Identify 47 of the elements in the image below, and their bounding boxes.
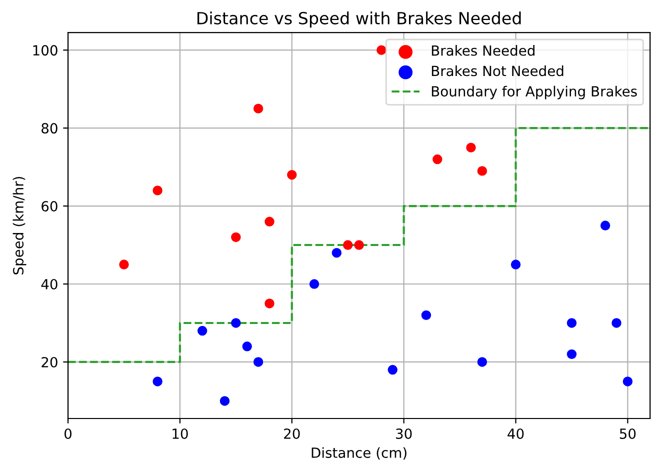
point [388, 364, 398, 375]
point [432, 154, 442, 164]
point [253, 357, 264, 367]
point [264, 216, 274, 226]
y-tick-label: 60 [42, 201, 58, 212]
legend-label: Brakes Not Needed [432, 65, 564, 76]
point [612, 318, 622, 328]
y-axis-title: Speed (km/hr) [12, 176, 26, 274]
x-tick-label: 50 [620, 428, 636, 439]
point [231, 318, 241, 328]
point [566, 318, 577, 328]
point [354, 240, 364, 250]
x-axis-title: Distance (cm) [312, 447, 406, 460]
point [376, 45, 386, 55]
point [152, 376, 162, 386]
x-tick-label: 30 [396, 428, 412, 439]
point [197, 326, 208, 336]
x-tick-label: 40 [508, 428, 524, 439]
chart-title: Distance vs Speed with Brakes Needed [197, 12, 521, 28]
y-tick-label: 80 [42, 123, 58, 134]
point [119, 260, 129, 270]
point [253, 104, 264, 114]
point [466, 142, 476, 152]
point [220, 396, 230, 406]
point [510, 260, 521, 270]
legend-label: Brakes Needed [432, 45, 534, 56]
point [242, 342, 252, 352]
point [309, 279, 320, 289]
y-tick-label: 20 [42, 356, 58, 368]
point [477, 357, 488, 367]
x-tick-label: 0 [64, 428, 72, 439]
x-tick-label: 20 [284, 428, 300, 439]
y-tick-label: 100 [33, 45, 58, 56]
point [152, 186, 162, 196]
x-tick-label: 10 [172, 428, 188, 439]
point [287, 170, 297, 180]
point [622, 376, 633, 386]
y-tick-label: 40 [41, 278, 58, 290]
point [332, 248, 342, 258]
point [566, 349, 577, 360]
legend-label: Boundary for Applying Brakes [432, 86, 637, 100]
point [477, 166, 488, 176]
point [264, 298, 274, 308]
point [600, 220, 610, 230]
point [342, 240, 353, 250]
point [421, 310, 432, 320]
point [231, 232, 241, 242]
